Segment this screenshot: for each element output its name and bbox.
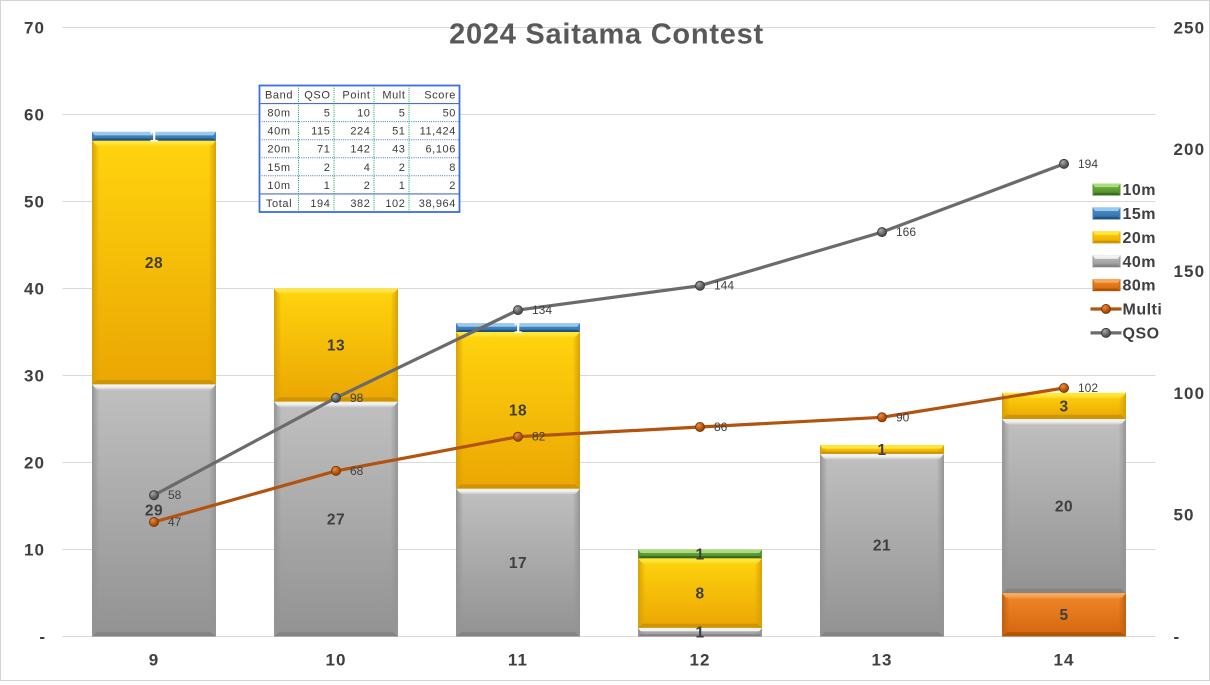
svg-text:50: 50 — [443, 108, 456, 120]
svg-text:Total: Total — [266, 198, 292, 210]
svg-text:58: 58 — [168, 488, 182, 502]
svg-text:29: 29 — [145, 503, 163, 520]
svg-text:10: 10 — [325, 651, 346, 670]
svg-text:150: 150 — [1174, 262, 1206, 281]
svg-text:30: 30 — [24, 366, 45, 385]
svg-text:11,424: 11,424 — [420, 126, 456, 138]
svg-text:1: 1 — [513, 320, 522, 337]
svg-text:5: 5 — [324, 108, 331, 120]
svg-text:166: 166 — [896, 225, 916, 239]
svg-text:40: 40 — [24, 279, 45, 298]
svg-text:QSO: QSO — [1123, 326, 1160, 343]
svg-text:115: 115 — [311, 126, 330, 138]
svg-text:Multi: Multi — [1123, 302, 1163, 319]
svg-text:38,964: 38,964 — [419, 198, 456, 210]
svg-text:13: 13 — [327, 337, 345, 354]
svg-text:1: 1 — [695, 625, 704, 642]
svg-text:224: 224 — [350, 126, 370, 138]
svg-text:40m: 40m — [267, 126, 290, 138]
svg-text:102: 102 — [1078, 381, 1098, 395]
svg-text:10m: 10m — [267, 180, 290, 192]
svg-text:71: 71 — [317, 144, 330, 156]
svg-text:18: 18 — [509, 403, 527, 420]
svg-text:51: 51 — [392, 126, 405, 138]
svg-text:43: 43 — [392, 144, 405, 156]
svg-text:194: 194 — [1078, 157, 1098, 171]
svg-text:17: 17 — [509, 555, 527, 572]
svg-text:5: 5 — [399, 108, 406, 120]
svg-text:Point: Point — [342, 90, 370, 102]
svg-text:11: 11 — [508, 651, 528, 670]
svg-text:15m: 15m — [1123, 206, 1157, 223]
svg-text:1: 1 — [399, 180, 406, 192]
svg-text:-: - — [39, 627, 45, 646]
svg-text:1: 1 — [877, 442, 886, 459]
svg-text:50: 50 — [24, 192, 45, 211]
svg-text:20: 20 — [1055, 498, 1073, 515]
svg-text:5: 5 — [1059, 607, 1068, 624]
svg-text:QSO: QSO — [304, 90, 330, 102]
svg-text:194: 194 — [310, 198, 330, 210]
svg-text:20m: 20m — [267, 144, 290, 156]
svg-text:10: 10 — [357, 108, 370, 120]
svg-text:2024 Saitama Contest: 2024 Saitama Contest — [449, 19, 764, 51]
svg-text:70: 70 — [24, 18, 45, 37]
svg-text:12: 12 — [689, 651, 710, 670]
svg-text:1: 1 — [695, 546, 704, 563]
svg-text:82: 82 — [532, 430, 546, 444]
svg-text:9: 9 — [149, 651, 160, 670]
svg-text:102: 102 — [385, 198, 405, 210]
svg-text:10m: 10m — [1123, 182, 1157, 199]
svg-text:4: 4 — [364, 162, 371, 174]
svg-text:80m: 80m — [267, 108, 290, 120]
svg-text:21: 21 — [873, 538, 891, 555]
svg-text:90: 90 — [896, 410, 910, 424]
svg-text:2: 2 — [399, 162, 406, 174]
svg-text:68: 68 — [350, 464, 364, 478]
svg-text:28: 28 — [145, 255, 163, 272]
svg-text:98: 98 — [350, 391, 364, 405]
svg-text:13: 13 — [871, 651, 892, 670]
svg-text:8: 8 — [695, 585, 704, 602]
svg-text:134: 134 — [532, 303, 552, 317]
svg-text:144: 144 — [714, 279, 734, 293]
svg-text:142: 142 — [350, 144, 370, 156]
svg-text:47: 47 — [168, 515, 182, 529]
svg-text:3: 3 — [1059, 398, 1068, 415]
svg-text:1: 1 — [324, 180, 331, 192]
svg-text:8: 8 — [449, 162, 456, 174]
svg-text:250: 250 — [1174, 18, 1206, 37]
svg-text:80m: 80m — [1123, 278, 1157, 295]
svg-text:2: 2 — [324, 162, 331, 174]
svg-text:-: - — [1174, 627, 1180, 646]
svg-text:100: 100 — [1174, 384, 1206, 403]
svg-text:Score: Score — [424, 90, 456, 102]
svg-text:10: 10 — [24, 540, 45, 559]
svg-text:Mult: Mult — [382, 90, 405, 102]
svg-text:27: 27 — [327, 511, 345, 528]
svg-text:14: 14 — [1053, 651, 1074, 670]
svg-text:60: 60 — [24, 105, 45, 124]
svg-text:50: 50 — [1174, 506, 1195, 525]
svg-text:86: 86 — [714, 420, 728, 434]
svg-text:200: 200 — [1174, 140, 1206, 159]
svg-text:15m: 15m — [267, 162, 290, 174]
svg-text:Band: Band — [265, 90, 293, 102]
svg-text:2: 2 — [364, 180, 371, 192]
svg-text:40m: 40m — [1123, 254, 1157, 271]
svg-text:2: 2 — [449, 180, 456, 192]
svg-text:20: 20 — [24, 453, 45, 472]
svg-text:6,106: 6,106 — [425, 144, 456, 156]
svg-text:382: 382 — [350, 198, 370, 210]
svg-text:20m: 20m — [1123, 230, 1157, 247]
svg-text:1: 1 — [149, 129, 158, 146]
